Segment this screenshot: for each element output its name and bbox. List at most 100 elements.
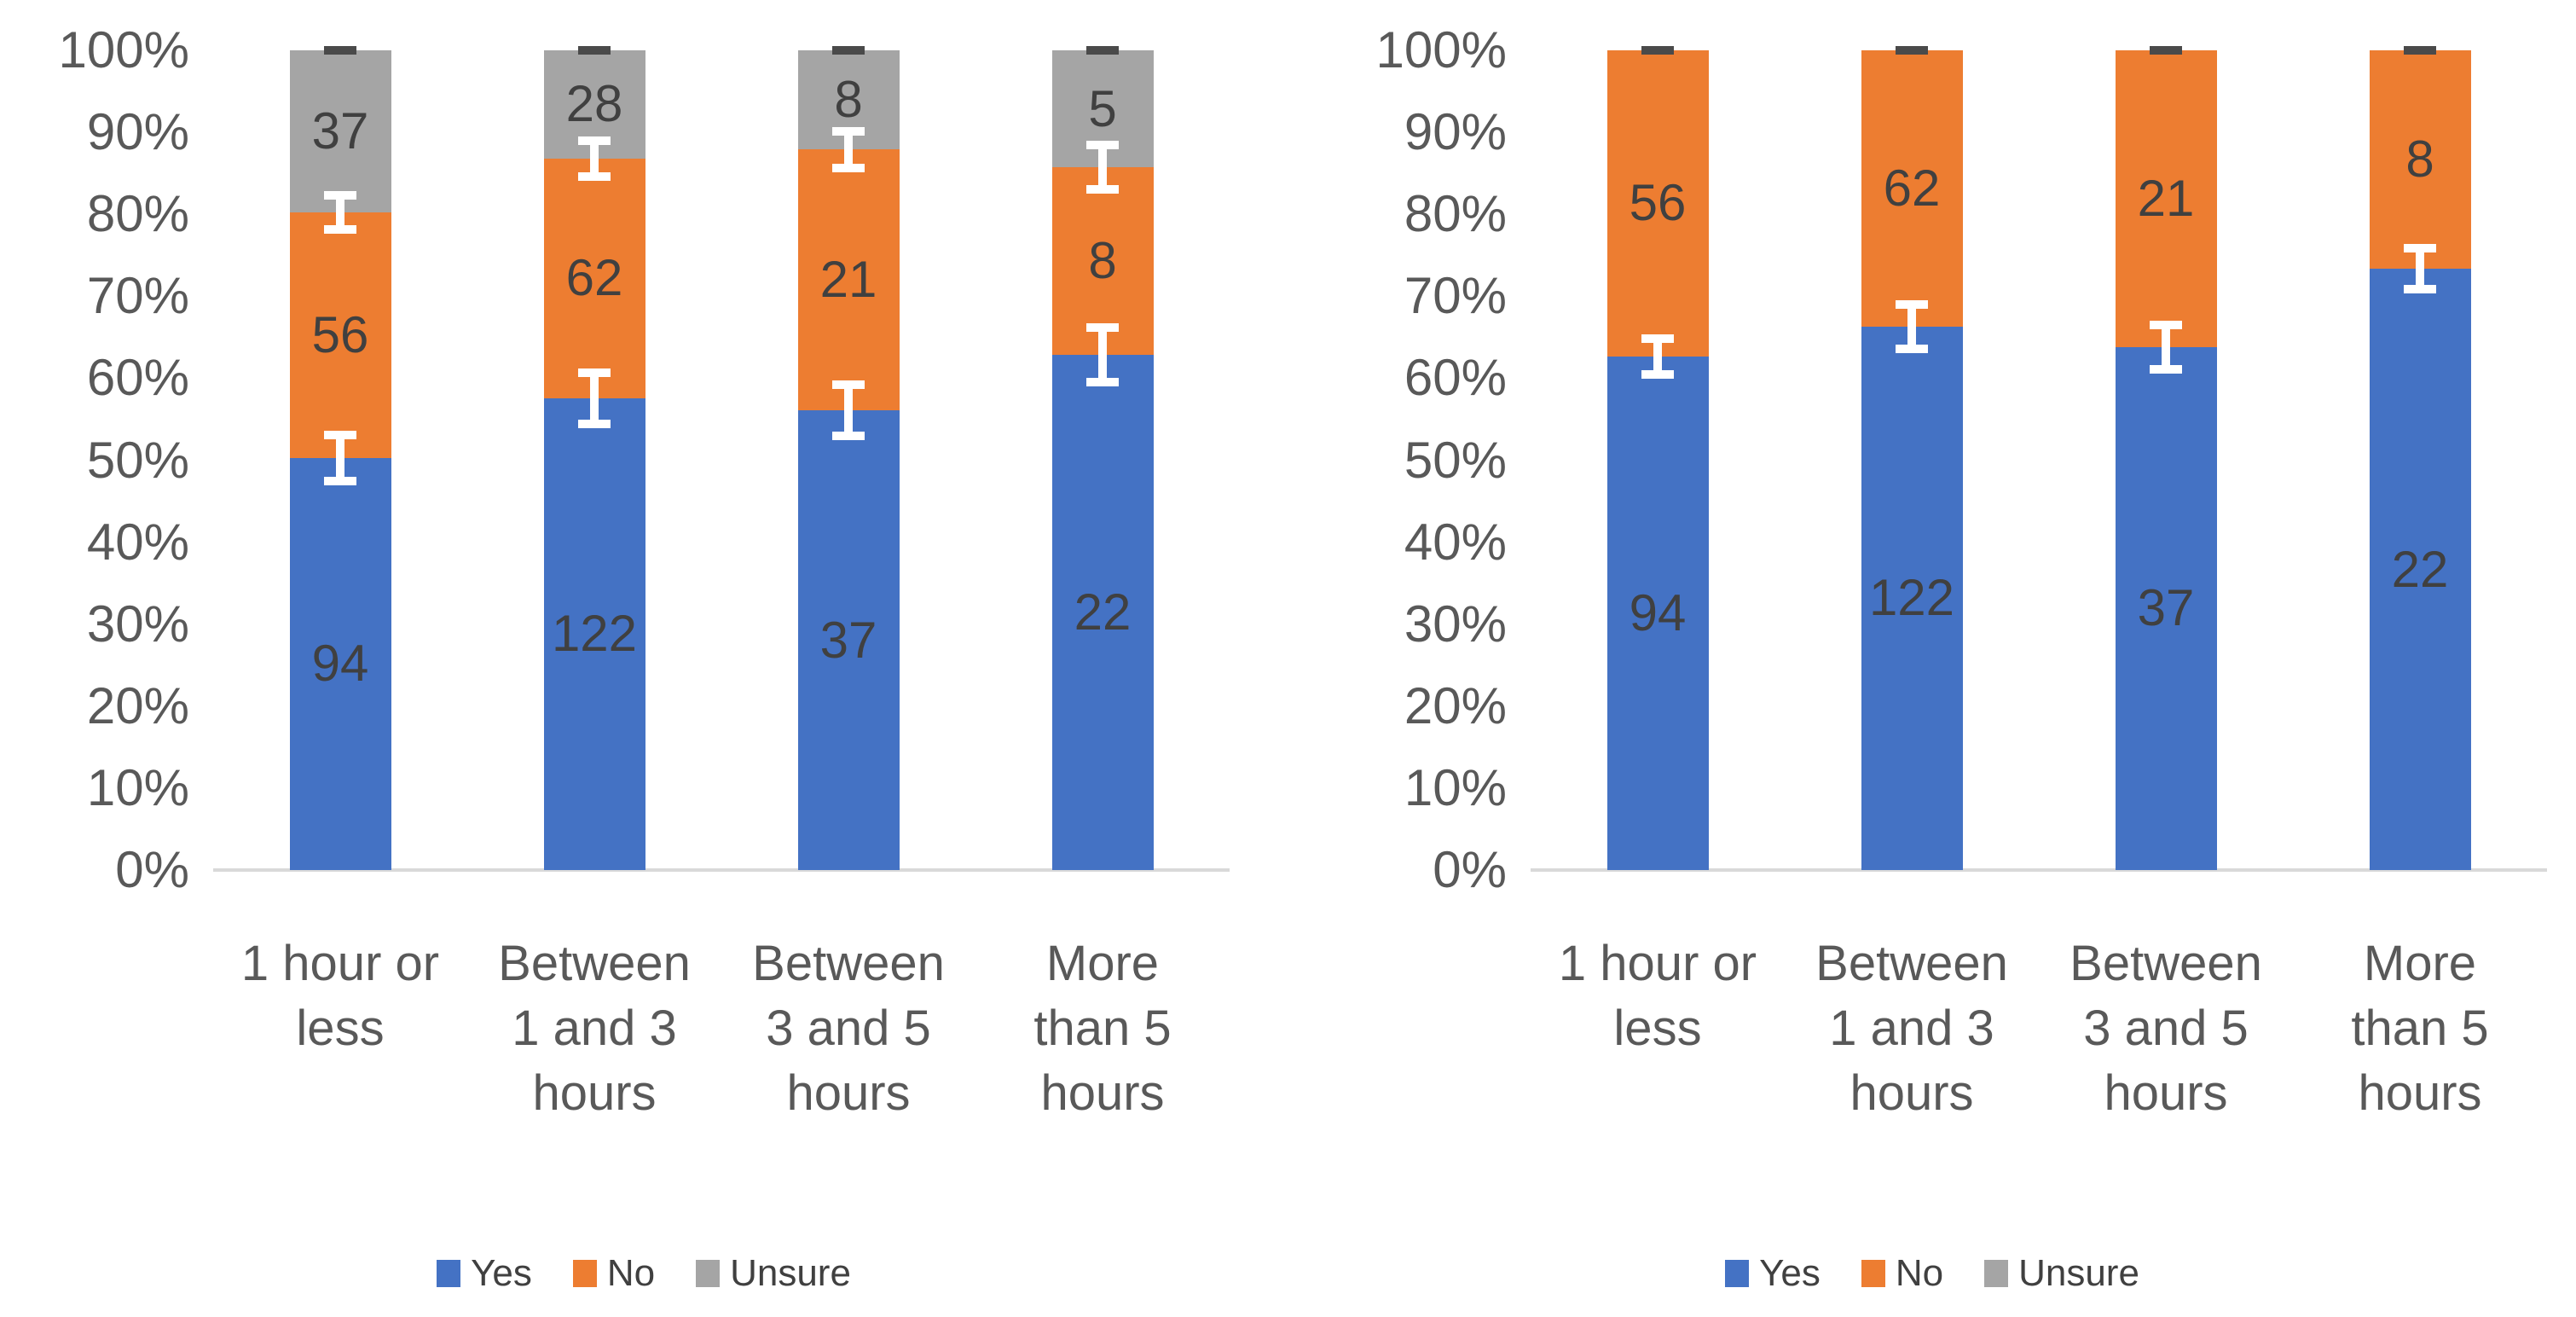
error-bar-top-cap [832, 46, 865, 55]
x-category-label-line: hours [2104, 1065, 2228, 1121]
bar-segment-label: 28 [565, 75, 623, 133]
x-category-label-line: Between [1815, 936, 2008, 991]
legend-label: Unsure [730, 1252, 851, 1294]
bar-segment-label: 8 [2405, 131, 2434, 189]
x-category-label-line: hours [786, 1065, 911, 1121]
bar-segment-no [797, 149, 900, 411]
x-category-label-line: less [296, 1001, 385, 1056]
bar-segment-label: 56 [1629, 174, 1687, 232]
error-bar-top-cap [1896, 46, 1928, 55]
x-axis-line [1531, 868, 2547, 872]
y-tick-label: 0% [115, 841, 189, 898]
x-category-label-line: Between [498, 936, 691, 991]
chart-left: 0% 10% 20% 30% 40% 50% 60% 70% 80% 90% 100% 94 56 37… [59, 21, 1230, 1294]
error-bar-line [844, 131, 853, 168]
error-bar-cap [324, 225, 356, 235]
error-bar-cap [2404, 244, 2436, 253]
bar-segment-label: 37 [2137, 579, 2195, 637]
bar-segment-no [2115, 50, 2217, 347]
bar-segment-label: 94 [311, 635, 369, 693]
legend-swatch-yes-icon [1725, 1260, 1750, 1287]
legend-label: Yes [471, 1252, 532, 1294]
error-bar-cap [1896, 299, 1928, 309]
y-tick-label: 20% [86, 676, 189, 734]
chart-right: 0% 10% 20% 30% 40% 50% 60% 70% 80% 90% 100% 94 56 12… [1288, 0, 2576, 1317]
error-bar-top-cap [324, 46, 356, 55]
legend-swatch-no-icon [572, 1260, 597, 1287]
y-tick-label: 10% [1404, 758, 1507, 816]
legend-item: No [1861, 1255, 1943, 1292]
y-tick-label: 30% [1404, 595, 1507, 653]
error-bar-cap [1086, 141, 1119, 150]
x-axis-line [213, 868, 1230, 872]
x-category-label-line: less [1613, 1001, 1702, 1056]
bar-segment-yes [1606, 356, 1709, 870]
x-category-label: Between 1 and 3 hours [1767, 931, 2057, 1126]
bar-segment-unsure [289, 50, 391, 213]
error-bar-cap [578, 368, 611, 378]
error-bar-cap [324, 190, 356, 200]
bar-segment-label: 122 [1868, 569, 1955, 627]
x-category-label-line: More [1045, 936, 1160, 991]
y-tick-label: 40% [1404, 513, 1507, 571]
x-category-label-line: Between [2069, 936, 2262, 991]
error-bar-cap [324, 476, 356, 485]
bar-segment-label: 8 [1088, 232, 1117, 290]
bar-segment-label: 5 [1088, 79, 1117, 137]
y-tick-label: 70% [1404, 267, 1507, 325]
error-bar-cap [1086, 377, 1119, 386]
bar-segment-label: 37 [819, 611, 877, 669]
bar-segment-label: 62 [1883, 159, 1941, 217]
bar-segment-yes [2369, 269, 2471, 870]
error-bar-cap [324, 431, 356, 440]
legend-swatch-yes-icon [437, 1260, 461, 1287]
legend: Yes No Unsure [1288, 1241, 2576, 1306]
y-tick-label: 100% [1375, 21, 1507, 78]
y-tick-label: 50% [1404, 431, 1507, 489]
bar-segment-label: 22 [2391, 540, 2449, 598]
error-bar-line [844, 385, 853, 437]
error-bar-line [1653, 338, 1662, 374]
x-category-label: 1 hour or less [195, 931, 485, 1061]
bar-segment-label: 37 [311, 102, 369, 160]
bar-segment-label: 22 [1074, 583, 1132, 641]
x-category-label: Between 3 and 5 hours [2021, 931, 2311, 1126]
x-category-label-line: than 5 [1033, 1001, 1172, 1056]
x-category-label-line: 3 and 5 [766, 1001, 931, 1056]
y-tick-label: 70% [86, 267, 189, 325]
bar-segment-no [289, 212, 391, 458]
x-category-label-line: More [2363, 936, 2477, 991]
bar-segment-label: 8 [834, 71, 863, 129]
x-category-label-line: 3 and 5 [2083, 1001, 2249, 1056]
legend-label: Yes [1759, 1252, 1821, 1294]
x-category-label: Between 3 and 5 hours [703, 931, 993, 1126]
x-category-label: More than 5 hours [2275, 931, 2565, 1126]
error-bar-cap [578, 419, 611, 428]
error-bar-cap [1086, 185, 1119, 194]
x-axis-labels: 1 hour or less Between 1 and 3 hours Between 3… [1288, 0, 2576, 1317]
error-bar-line [2162, 325, 2170, 369]
error-bar-cap [832, 380, 865, 390]
y-tick-label: 60% [1404, 349, 1507, 407]
y-tick-label: 40% [86, 513, 189, 571]
bar-segment-yes [1861, 326, 1963, 870]
x-category-label-line: 1 and 3 [512, 1001, 677, 1056]
error-bar-top-cap [578, 46, 611, 55]
error-bar-cap [578, 136, 611, 145]
bar-segment-label: 94 [1629, 583, 1687, 641]
y-tick-label: 90% [86, 103, 189, 161]
y-tick-label: 10% [86, 758, 189, 816]
error-bar-line [336, 435, 344, 481]
x-category-label-line: than 5 [2351, 1001, 2489, 1056]
error-bar-cap [2404, 285, 2436, 294]
bar-segment-no [1861, 50, 1963, 327]
bar-segment-label: 21 [819, 251, 877, 309]
y-tick-label: 0% [1433, 841, 1507, 898]
bar-segment-yes [543, 397, 645, 870]
legend-label: No [606, 1252, 656, 1294]
x-category-label-line: hours [532, 1065, 657, 1121]
legend-item: No [572, 1252, 656, 1294]
error-bar-cap [1086, 323, 1119, 333]
error-bar-line [1098, 328, 1107, 382]
